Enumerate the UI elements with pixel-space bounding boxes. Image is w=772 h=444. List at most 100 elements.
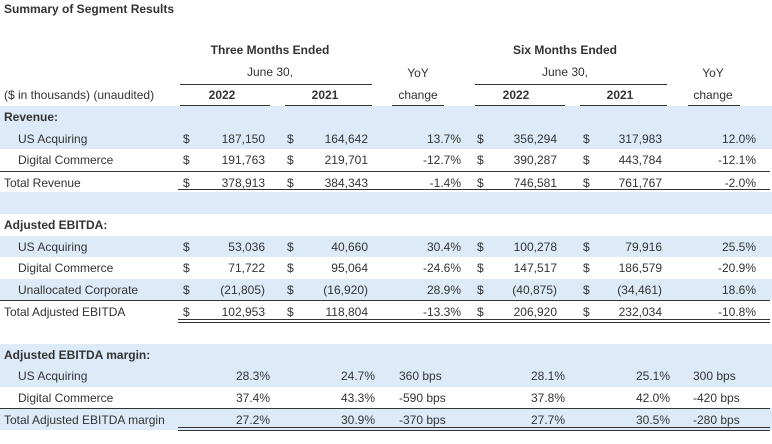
currency-sign: $ — [477, 131, 484, 146]
period-date: June 30, — [246, 65, 294, 79]
rule — [475, 84, 667, 85]
cell: 186,579 — [618, 261, 662, 275]
cell: 12.0% — [721, 131, 756, 146]
currency-sign: $ — [287, 131, 294, 146]
currency-sign: $ — [583, 239, 590, 254]
cell: 40,660 — [331, 239, 368, 254]
currency-sign: $ — [287, 239, 294, 254]
cell: 28.9% — [426, 282, 461, 297]
cell: 443,784 — [618, 153, 662, 167]
row-label: US Acquiring — [18, 239, 88, 254]
yoy-header: YoY — [702, 66, 724, 80]
currency-sign: $ — [183, 153, 190, 167]
year-header: 2021 — [606, 88, 634, 102]
row-background — [0, 106, 772, 128]
double-rule — [178, 426, 770, 431]
row-background — [0, 235, 772, 257]
cell: 18.6% — [721, 282, 756, 297]
section-label: Adjusted EBITDA: — [4, 218, 108, 232]
cell: 384,343 — [324, 175, 368, 190]
row-label: US Acquiring — [18, 369, 88, 383]
currency-sign: $ — [183, 175, 190, 190]
row-label: Digital Commerce — [18, 153, 114, 167]
double-rule — [178, 318, 770, 323]
cell: -420 bps — [693, 390, 740, 405]
cell: 25.1% — [635, 369, 670, 383]
year-header: 2021 — [311, 88, 339, 102]
cell: 30.4% — [426, 239, 461, 254]
period-date: June 30, — [541, 65, 589, 79]
rule — [180, 105, 270, 106]
units-label: ($ in thousands) (unaudited) — [4, 88, 155, 102]
currency-sign: $ — [583, 153, 590, 167]
currency-sign: $ — [183, 239, 190, 254]
cell: 761,767 — [618, 175, 662, 190]
cell: 28.3% — [235, 369, 270, 383]
cell: 746,581 — [513, 175, 557, 190]
cell: 102,953 — [221, 305, 265, 319]
currency-sign: $ — [183, 261, 190, 275]
cell: 28.1% — [530, 369, 565, 383]
cell: -24.6% — [422, 261, 461, 275]
cell: (40,875) — [512, 282, 557, 297]
cell: -13.3% — [422, 305, 461, 319]
cell: (16,920) — [323, 282, 368, 297]
cell: 53,036 — [228, 239, 265, 254]
cell: 300 bps — [693, 369, 736, 383]
change-header: change — [693, 88, 733, 102]
cell: 43.3% — [340, 390, 375, 405]
currency-sign: $ — [287, 261, 294, 275]
rule — [0, 300, 770, 301]
currency-sign: $ — [287, 282, 294, 297]
cell: 25.5% — [721, 239, 756, 254]
currency-sign: $ — [477, 153, 484, 167]
currency-sign: $ — [183, 131, 190, 146]
rule — [285, 105, 372, 106]
cell: 187,150 — [221, 131, 265, 146]
cell: -1.4% — [429, 175, 461, 190]
cell: -10.8% — [717, 305, 756, 319]
row-background — [0, 365, 772, 387]
row-background — [0, 192, 772, 214]
row-background — [0, 278, 772, 300]
cell: 191,763 — [221, 153, 265, 167]
cell: 24.7% — [340, 369, 375, 383]
row-label: Unallocated Corporate — [18, 282, 139, 297]
cell: 30.9% — [340, 413, 375, 427]
cell: 390,287 — [513, 153, 557, 167]
cell: -370 bps — [399, 413, 446, 427]
section-label: Revenue: — [4, 110, 59, 124]
currency-sign: $ — [477, 175, 484, 190]
cell: 27.7% — [530, 413, 565, 427]
rule — [0, 408, 770, 409]
cell: -20.9% — [717, 261, 756, 275]
cell: -590 bps — [399, 390, 446, 405]
currency-sign: $ — [287, 305, 294, 319]
cell: 219,701 — [324, 153, 368, 167]
rule — [180, 84, 372, 85]
cell: (34,461) — [617, 282, 662, 297]
rule — [580, 105, 667, 106]
cell: -12.7% — [422, 153, 461, 167]
year-header: 2022 — [208, 88, 236, 102]
cell: 360 bps — [399, 369, 442, 383]
cell: -280 bps — [693, 413, 740, 427]
currency-sign: $ — [477, 282, 484, 297]
currency-sign: $ — [287, 153, 294, 167]
cell: 27.2% — [235, 413, 270, 427]
cell: 37.8% — [530, 390, 565, 405]
cell: 317,983 — [618, 131, 662, 146]
row-background — [0, 127, 772, 149]
currency-sign: $ — [583, 305, 590, 319]
cell: 356,294 — [513, 131, 557, 146]
currency-sign: $ — [287, 175, 294, 190]
currency-sign: $ — [183, 282, 190, 297]
currency-sign: $ — [583, 131, 590, 146]
row-label: Digital Commerce — [18, 261, 114, 275]
cell: 164,642 — [324, 131, 368, 146]
cell: (21,805) — [220, 282, 265, 297]
currency-sign: $ — [477, 239, 484, 254]
cell: 13.7% — [426, 131, 461, 146]
rule — [0, 170, 770, 172]
